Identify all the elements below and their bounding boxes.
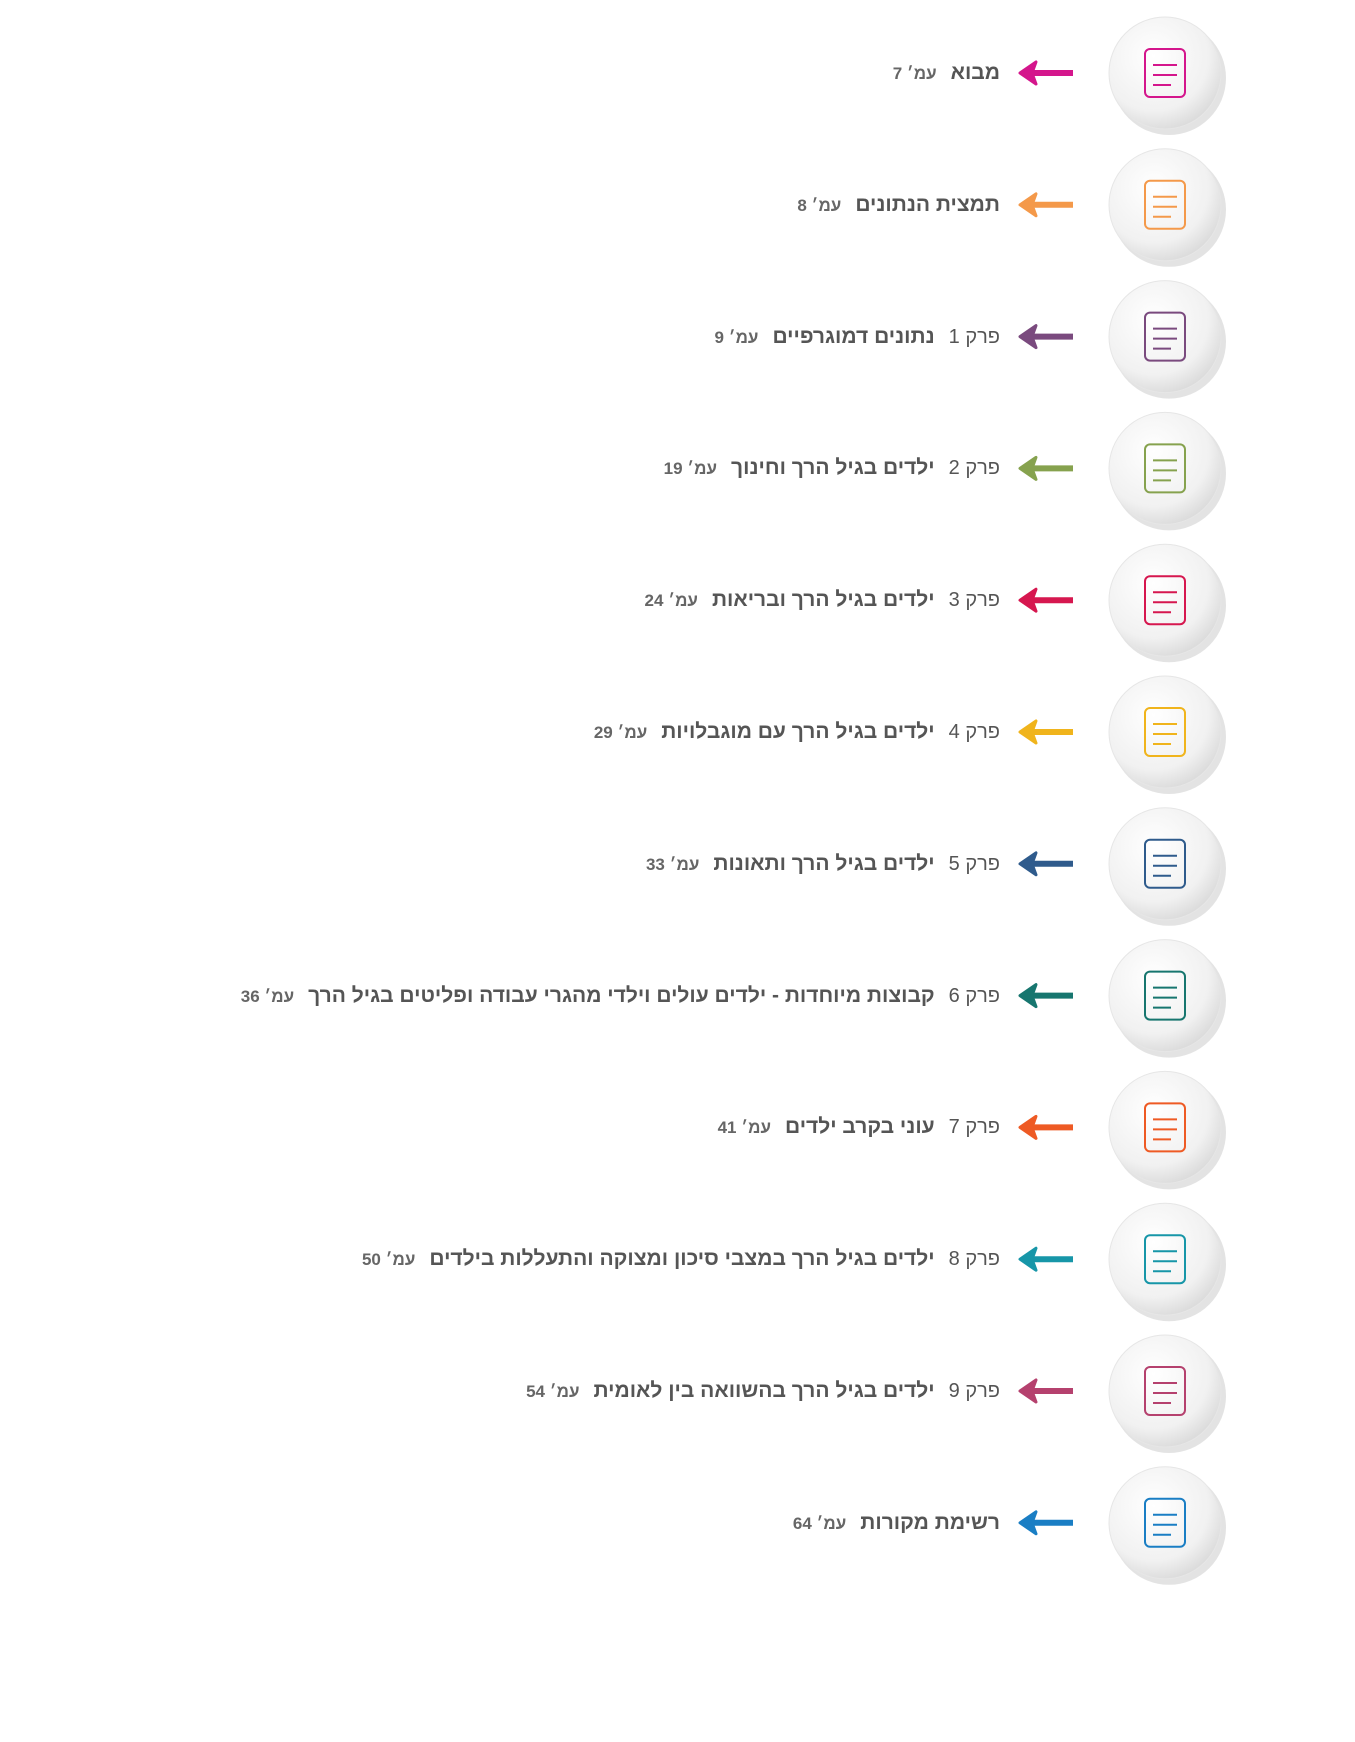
arrow-head <box>1018 1510 1038 1536</box>
arrow-head <box>1018 1114 1038 1140</box>
entry-title: עוני בקרב ילדים <box>784 1115 935 1139</box>
toc-entry[interactable]: פרק 3 ילדים בגיל הרך ובריאות עמ׳ 24 <box>631 585 1000 615</box>
icon-disc <box>1108 1466 1222 1580</box>
icon-disc <box>1108 411 1222 525</box>
toc-entry-graphics <box>1018 1466 1226 1585</box>
toc-entry-graphics <box>1018 280 1226 399</box>
entry-title: ילדים בגיל הרך ותאונות <box>713 851 935 875</box>
entry-title: נתונים דמוגרפיים <box>772 324 935 348</box>
entry-page: עמ׳ 41 <box>717 1118 771 1138</box>
arrow-head <box>1018 324 1038 350</box>
entry-title: מבוא <box>950 61 1000 84</box>
toc-entry-graphics <box>1018 16 1226 135</box>
icon-glyph <box>1144 970 1186 1021</box>
entry-title: ילדים בגיל הרך וחינוך <box>731 456 935 480</box>
icon-disc <box>1108 807 1222 921</box>
entry-title: ילדים בגיל הרך ובריאות <box>711 588 935 612</box>
arrow-head <box>1018 719 1038 745</box>
icon-glyph <box>1144 311 1186 362</box>
entry-chapter: פרק 2 <box>948 457 1000 480</box>
icon-disc <box>1108 543 1222 657</box>
entry-chapter: פרק 7 <box>948 1116 1000 1139</box>
toc-entry-graphics <box>1018 1334 1226 1453</box>
icon-glyph <box>1144 575 1186 626</box>
toc-entry-graphics <box>1018 1202 1226 1322</box>
entry-title: ילדים בגיל הרך עם מוגבלויות <box>661 720 935 743</box>
toc-entry[interactable]: פרק 8 ילדים בגיל הרך במצבי סיכון ומצוקה ו… <box>348 1244 1000 1274</box>
icon-disc <box>1108 16 1222 130</box>
arrow-head <box>1018 455 1038 481</box>
entry-page: עמ׳ 64 <box>792 1513 847 1533</box>
entry-chapter: פרק 9 <box>948 1380 1000 1402</box>
toc-entry-graphics <box>1018 807 1226 926</box>
icon-disc <box>1108 1070 1222 1184</box>
entry-page: עמ׳ 9 <box>714 327 759 347</box>
entry-chapter: פרק 8 <box>948 1248 1000 1271</box>
entry-page: עמ׳ 7 <box>892 64 937 83</box>
icon-glyph <box>1144 48 1186 98</box>
icon-glyph <box>1144 179 1186 230</box>
entry-chapter: פרק 1 <box>948 325 1000 348</box>
icon-glyph <box>1144 1102 1186 1153</box>
entry-chapter: פרק 6 <box>948 984 1000 1007</box>
entry-page: עמ׳ 33 <box>645 854 700 874</box>
toc-entry-graphics <box>1018 1070 1226 1190</box>
entry-page: עמ׳ 24 <box>644 591 698 611</box>
toc-entry[interactable]: פרק 9 ילדים בגיל הרך בהשוואה בין לאומית עמ… <box>512 1376 1000 1406</box>
entry-page: עמ׳ 29 <box>593 723 648 742</box>
toc-entry-graphics <box>1018 148 1226 267</box>
icon-glyph <box>1144 1366 1186 1416</box>
icon-disc <box>1108 1202 1222 1316</box>
entry-page: עמ׳ 54 <box>526 1382 580 1401</box>
toc-entry-graphics <box>1018 411 1226 531</box>
arrow-head <box>1018 192 1038 218</box>
arrow-head <box>1018 1378 1038 1404</box>
toc-entry-graphics <box>1018 939 1226 1058</box>
icon-glyph <box>1144 838 1186 889</box>
icon-glyph <box>1144 1234 1186 1285</box>
entry-title: רשימת מקורות <box>860 1510 1000 1534</box>
toc-entry[interactable]: תמצית הנתונים עמ׳ 8 <box>783 190 1000 220</box>
icon-glyph <box>1144 707 1186 757</box>
icon-disc <box>1108 280 1222 394</box>
toc-entry[interactable]: רשימת מקורות עמ׳ 64 <box>779 1508 1000 1538</box>
entry-title: ילדים בגיל הרך בהשוואה בין לאומית <box>593 1379 935 1402</box>
toc-entry-graphics <box>1018 675 1226 794</box>
icon-glyph <box>1144 1497 1186 1548</box>
entry-chapter: פרק 5 <box>948 852 1000 875</box>
entry-chapter: פרק 4 <box>948 721 1000 743</box>
toc-entry[interactable]: פרק 5 ילדים בגיל הרך ותאונות עמ׳ 33 <box>632 849 1000 879</box>
arrow-head <box>1018 60 1038 86</box>
toc-entry[interactable]: מבוא עמ׳ 7 <box>879 58 1000 88</box>
entry-title: קבוצות מיוחדות - ילדים עולים וילדי מהגרי… <box>308 983 935 1007</box>
arrow-head <box>1018 983 1038 1009</box>
toc-entry[interactable]: פרק 4 ילדים בגיל הרך עם מוגבלויות עמ׳ 29 <box>580 717 1000 747</box>
toc-entry-graphics <box>1018 543 1226 663</box>
icon-disc <box>1108 675 1222 789</box>
arrow-head <box>1018 1246 1038 1272</box>
toc-entry[interactable]: פרק 1 נתונים דמוגרפיים עמ׳ 9 <box>701 322 1001 352</box>
entry-title: ילדים בגיל הרך במצבי סיכון ומצוקה והתעלל… <box>429 1247 935 1271</box>
arrow-head <box>1018 587 1038 613</box>
toc-entry[interactable]: פרק 6 קבוצות מיוחדות - ילדים עולים וילדי … <box>227 981 1000 1011</box>
icon-disc <box>1108 939 1222 1053</box>
entry-page: עמ׳ 19 <box>663 459 718 479</box>
arrow-head <box>1018 851 1038 877</box>
toc-entry[interactable]: פרק 7 עוני בקרב ילדים עמ׳ 41 <box>704 1112 1000 1142</box>
icon-disc <box>1108 1334 1222 1448</box>
toc-entry[interactable]: פרק 2 ילדים בגיל הרך וחינוך עמ׳ 19 <box>650 453 1000 483</box>
entry-page: עמ׳ 50 <box>361 1250 416 1270</box>
entry-page: עמ׳ 36 <box>240 986 295 1006</box>
entry-page: עמ׳ 8 <box>797 195 842 215</box>
entry-chapter: פרק 3 <box>948 589 1000 612</box>
icon-disc <box>1108 148 1222 262</box>
icon-glyph <box>1144 443 1186 494</box>
entry-title: תמצית הנתונים <box>855 192 1000 216</box>
